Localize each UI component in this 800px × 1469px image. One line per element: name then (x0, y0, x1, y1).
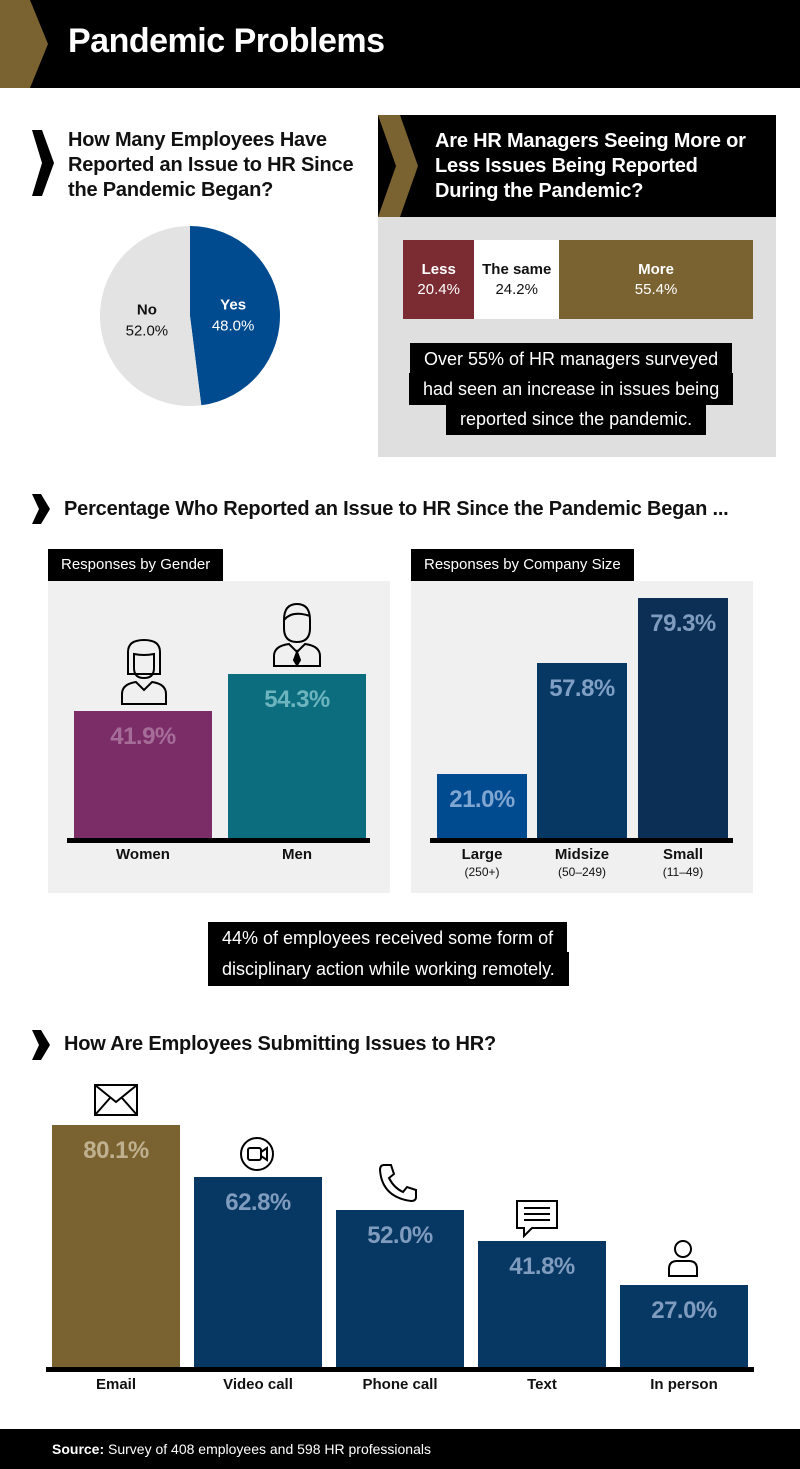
bar (537, 662, 627, 838)
footer-source-text: Survey of 408 employees and 598 HR profe… (104, 1441, 431, 1457)
discipline-note-line: disciplinary action while working remote… (208, 952, 569, 986)
pie-category-label: Yes (220, 296, 246, 313)
page-title: Pandemic Problems (68, 22, 385, 60)
hr-chevron-icon (378, 115, 418, 217)
bar-category-label: Women (116, 846, 170, 863)
segment-label: More (638, 260, 674, 278)
bar-category-label: Text (527, 1376, 557, 1393)
pie-value-label: 48.0% (212, 317, 255, 334)
hr-managers-title: Are HR Managers Seeing More or Less Issu… (435, 130, 746, 202)
highlight-line: had seen an increase in issues being (409, 373, 734, 405)
video-camera-icon (240, 1137, 274, 1171)
pie-category-label: No (137, 302, 157, 319)
pie-slice (100, 226, 202, 406)
bar-category-label: Midsize (554, 846, 610, 863)
bar (437, 774, 527, 838)
highlight-line: reported since the pandemic. (446, 403, 707, 435)
bar (228, 674, 366, 838)
bar-value-label: 27.0% (651, 1297, 717, 1325)
stacked-segment: More 55.4% (559, 240, 753, 319)
section-title: Percentage Who Reported an Issue to HR S… (64, 498, 729, 520)
bar-value-label: 80.1% (83, 1137, 149, 1165)
discipline-note-line: 44% of employees received some form of (208, 922, 568, 954)
bar-value-label: 21.0% (449, 786, 515, 814)
bar (194, 1177, 322, 1367)
chart-baseline (46, 1367, 754, 1372)
footer-bar (0, 1429, 800, 1469)
bar (74, 711, 212, 838)
hr-managers-header (378, 115, 776, 217)
bar-category-label: Men (282, 846, 312, 863)
bar (638, 597, 728, 838)
bar (478, 1240, 606, 1367)
bar-category-label: In person (650, 1376, 718, 1393)
bar-category-sublabel: (50–249) (557, 865, 607, 879)
segment-value: 55.4% (634, 280, 678, 298)
gender-panel-tag: Responses by Gender (48, 549, 224, 581)
bar (52, 1125, 180, 1367)
pie-slice (190, 226, 281, 406)
bar-value-label: 57.8% (549, 674, 615, 702)
phone-icon (378, 1164, 417, 1203)
bar-value-label: 62.8% (225, 1189, 291, 1217)
bar-category-sublabel: (11–49) (662, 865, 704, 879)
header-bar (0, 0, 800, 88)
bar-category-sublabel: (250+) (464, 865, 500, 879)
man-icon (273, 602, 321, 667)
footer-source: Source: Survey of 408 employees and 598 … (52, 1441, 431, 1457)
bar-category-label: Large (461, 846, 503, 863)
section-chevron-icon (32, 130, 54, 196)
footer-source-label: Source: (52, 1441, 105, 1457)
bar-category-label: Small (662, 846, 704, 863)
envelope-icon (94, 1084, 138, 1116)
highlight-line: Over 55% of HR managers surveyed (410, 343, 733, 375)
bar-value-label: 54.3% (264, 686, 330, 713)
bar-value-label: 41.8% (509, 1252, 575, 1280)
bar (336, 1209, 464, 1367)
segment-label: The same (482, 260, 552, 278)
bar-value-label: 41.9% (110, 723, 176, 751)
segment-value: 24.2% (495, 280, 538, 298)
person-icon (668, 1240, 698, 1277)
bar (620, 1285, 748, 1367)
bar-value-label: 79.3% (650, 609, 716, 637)
stacked-segment: The same 24.2% (474, 240, 560, 319)
pie-value-label: 52.0% (126, 323, 169, 340)
bar-value-label: 52.0% (367, 1221, 433, 1249)
section-chevron-icon (32, 494, 50, 524)
company-size-panel-tag: Responses by Company Size (411, 549, 634, 581)
pie-chart-title: How Many Employees Have Reported an Issu… (68, 129, 354, 201)
pie-chart: Yes 48.0% No 52.0% (100, 226, 281, 406)
section-title: How Are Employees Submitting Issues to H… (64, 1033, 497, 1055)
section-chevron-icon (32, 1030, 50, 1060)
header-chevron-icon (0, 0, 48, 88)
bar-category-label: Video call (223, 1376, 293, 1393)
chart-baseline (67, 838, 370, 843)
chart-baseline (430, 838, 733, 843)
segment-value: 20.4% (417, 280, 460, 298)
woman-icon (121, 638, 167, 705)
bar-category-label: Phone call (362, 1376, 438, 1393)
chat-bubble-icon (516, 1200, 558, 1238)
stacked-segment: Less 20.4% (403, 240, 475, 319)
bar-category-label: Email (95, 1376, 137, 1393)
segment-label: Less (421, 260, 456, 278)
